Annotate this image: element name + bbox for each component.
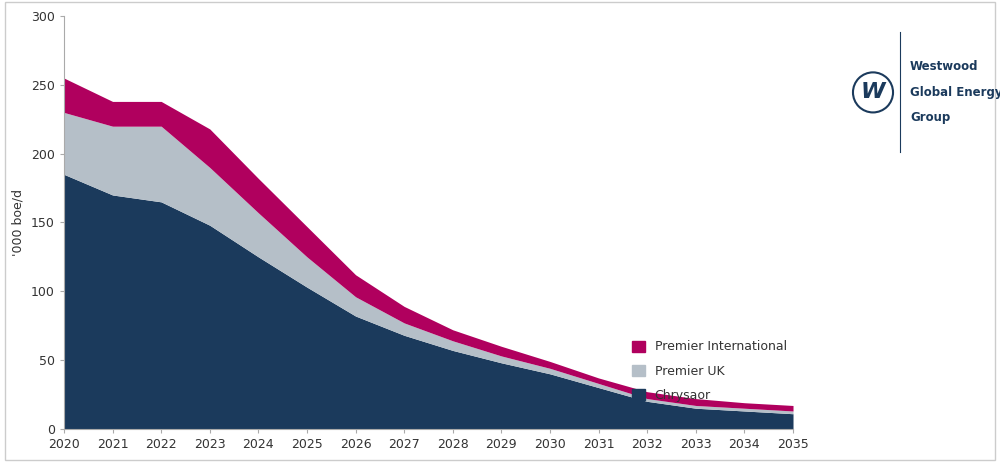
Text: Westwood: Westwood bbox=[910, 61, 978, 73]
Legend: Premier International, Premier UK, Chrysaor: Premier International, Premier UK, Chrys… bbox=[632, 340, 787, 402]
Text: W: W bbox=[861, 82, 885, 103]
Text: Group: Group bbox=[910, 111, 950, 124]
Text: Global Energy: Global Energy bbox=[910, 86, 1000, 99]
Y-axis label: '000 boe/d: '000 boe/d bbox=[11, 189, 24, 256]
